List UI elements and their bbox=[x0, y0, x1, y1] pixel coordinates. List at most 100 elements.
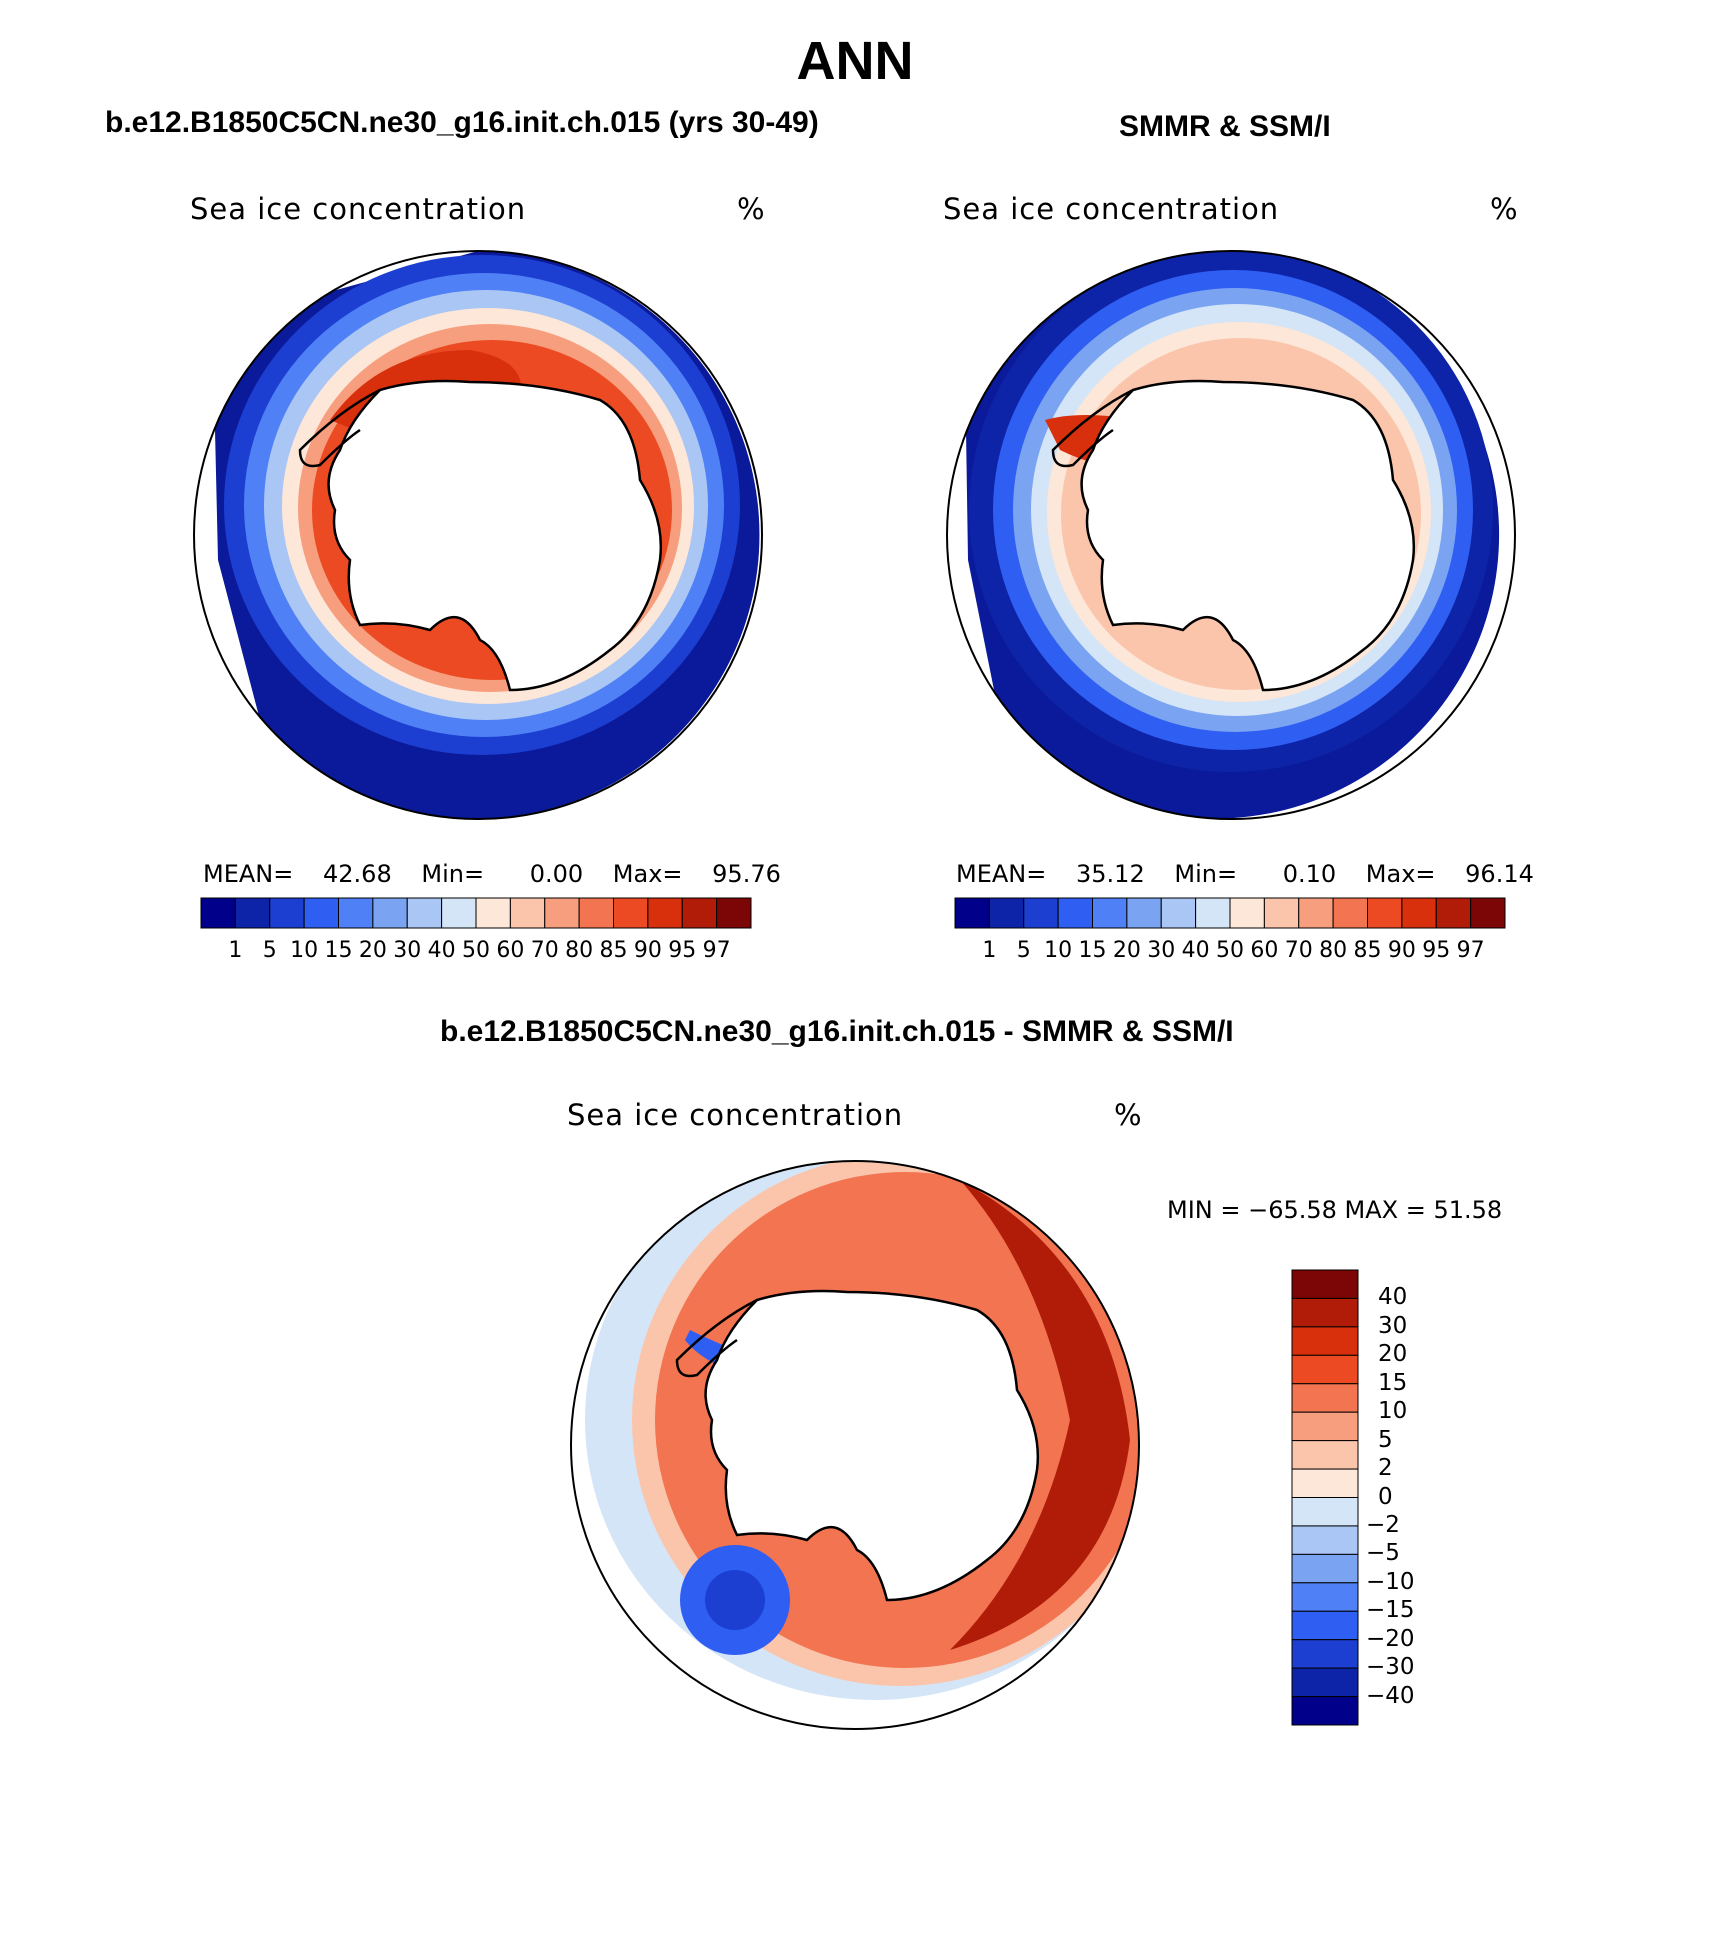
obs-colorbar-swatch bbox=[1367, 897, 1403, 929]
diff-colorbar-tick-label: −15 bbox=[1366, 1597, 1415, 1624]
model-colorbar-tick-label: 15 bbox=[324, 938, 353, 963]
obs-panel-title: SMMR & SSM/I bbox=[1119, 110, 1331, 143]
model-colorbar-swatch bbox=[681, 897, 718, 929]
model-colorbar-tick-label: 5 bbox=[262, 938, 277, 963]
diff-antarctic-peninsula bbox=[675, 1298, 758, 1378]
diff-colorbar-ticks: 40 30 20 15 10 5 2 0 −2 −5 −10 −15 −20 −30 −40 bbox=[1366, 1270, 1446, 1725]
diff-colorbar-swatch bbox=[1291, 1354, 1359, 1385]
obs-colorbar-tick-label: 10 bbox=[1044, 938, 1073, 963]
model-colorbar-swatch bbox=[372, 897, 408, 929]
diff-units-label: % bbox=[1114, 1098, 1143, 1132]
diff-antarctica-landmass bbox=[704, 1289, 1040, 1602]
model-colorbar-swatch bbox=[200, 897, 236, 929]
diff-colorbar-swatch bbox=[1291, 1468, 1359, 1498]
obs-colorbar-tick-label: 85 bbox=[1353, 938, 1382, 963]
obs-colorbar-swatch bbox=[1092, 897, 1128, 929]
obs-max-label: Max= bbox=[1365, 860, 1436, 888]
model-colorbar-tick-label: 97 bbox=[702, 938, 731, 963]
obs-colorbar-tick-label: 95 bbox=[1422, 938, 1451, 963]
diff-colorbar-tick-label: 0 bbox=[1378, 1483, 1393, 1510]
model-colorbar-swatch bbox=[269, 897, 305, 929]
model-stats: MEAN= 42.68 Min= 0.00 Max= 95.76 bbox=[203, 860, 781, 888]
obs-colorbar bbox=[954, 897, 1506, 929]
diff-max-east bbox=[950, 1180, 1130, 1650]
model-colorbar-swatch bbox=[406, 897, 443, 929]
diff-colorbar-swatch bbox=[1291, 1553, 1359, 1584]
model-variable-label: Sea ice concentration bbox=[190, 192, 527, 226]
model-colorbar-tick-label: 20 bbox=[358, 938, 387, 963]
obs-colorbar-tick-label: 15 bbox=[1078, 938, 1107, 963]
obs-colorbar-tick-label: 30 bbox=[1147, 938, 1176, 963]
diff-colorbar-tick-label: 10 bbox=[1378, 1398, 1408, 1425]
diff-map-boundary bbox=[570, 1160, 1140, 1730]
obs-colorbar-ticks: 1 5 10 15 20 30 40 50 60 70 80 85 90 95 97 bbox=[955, 938, 1505, 966]
diff-colorbar-swatch bbox=[1291, 1497, 1359, 1527]
diff-colorbar-swatch bbox=[1291, 1411, 1359, 1442]
model-colorbar-swatch bbox=[441, 897, 477, 929]
model-colorbar-swatch bbox=[544, 897, 580, 929]
obs-colorbar-swatch bbox=[1023, 897, 1059, 929]
diff-colorbar-tick-label: −40 bbox=[1366, 1682, 1415, 1709]
diff-colorbar-swatch bbox=[1291, 1269, 1359, 1299]
model-colorbar-tick-label: 90 bbox=[633, 938, 662, 963]
diff-colorbar-swatch bbox=[1291, 1610, 1359, 1641]
obs-mean-value: 35.12 bbox=[1076, 860, 1145, 888]
diff-colorbar-swatch bbox=[1291, 1667, 1359, 1698]
obs-mean-label: MEAN= bbox=[956, 860, 1047, 888]
diff-colorbar-swatch bbox=[1291, 1326, 1359, 1356]
obs-colorbar-tick-label: 1 bbox=[982, 938, 997, 963]
obs-colorbar-swatch bbox=[1195, 897, 1231, 929]
model-colorbar-tick-label: 70 bbox=[530, 938, 559, 963]
obs-colorbar-tick-label: 50 bbox=[1216, 938, 1244, 963]
obs-map-boundary bbox=[946, 250, 1516, 820]
model-max-value: 95.76 bbox=[712, 860, 781, 888]
diff-colorbar-tick-label: 30 bbox=[1378, 1312, 1408, 1339]
diff-variable-label: Sea ice concentration bbox=[567, 1098, 904, 1132]
model-colorbar-swatch bbox=[578, 897, 614, 929]
model-colorbar-tick-label: 80 bbox=[565, 938, 594, 963]
obs-max-value: 96.14 bbox=[1465, 860, 1534, 888]
diff-colorbar-swatch bbox=[1291, 1297, 1359, 1328]
diff-minmax: MIN = −65.58 MAX = 51.58 bbox=[1167, 1196, 1503, 1224]
diff-colorbar-tick-label: −10 bbox=[1366, 1568, 1415, 1595]
obs-colorbar-tick-label: 70 bbox=[1284, 938, 1313, 963]
model-colorbar-tick-label: 10 bbox=[290, 938, 319, 963]
model-colorbar-tick-label: 60 bbox=[496, 938, 525, 963]
diff-colorbar bbox=[1291, 1269, 1359, 1726]
diff-colorbar-tick-label: 2 bbox=[1378, 1455, 1393, 1482]
obs-colorbar-swatch bbox=[1263, 897, 1300, 929]
model-colorbar-swatch bbox=[234, 897, 271, 929]
model-colorbar-tick-label: 95 bbox=[668, 938, 697, 963]
obs-colorbar-swatch bbox=[1298, 897, 1334, 929]
obs-colorbar-tick-label: 20 bbox=[1112, 938, 1141, 963]
diff-colorbar-swatch bbox=[1291, 1582, 1359, 1612]
obs-colorbar-swatch bbox=[1160, 897, 1197, 929]
obs-colorbar-tick-label: 60 bbox=[1250, 938, 1279, 963]
page-title: ANN bbox=[796, 31, 914, 91]
model-mean-value: 42.68 bbox=[323, 860, 392, 888]
diff-panel-title: b.e12.B1850C5CN.ne30_g16.init.ch.015 - S… bbox=[440, 1015, 1234, 1048]
antarctic-peninsula bbox=[298, 388, 381, 468]
diff-colorbar-tick-label: 15 bbox=[1378, 1369, 1408, 1396]
model-colorbar-tick-label: 40 bbox=[427, 938, 456, 963]
obs-colorbar-swatch bbox=[1435, 897, 1472, 929]
model-colorbar-swatch bbox=[303, 897, 339, 929]
obs-colorbar-swatch bbox=[1401, 897, 1437, 929]
obs-colorbar-tick-label: 5 bbox=[1016, 938, 1031, 963]
obs-colorbar-swatch bbox=[954, 897, 990, 929]
obs-colorbar-swatch bbox=[1126, 897, 1162, 929]
diff-min-core bbox=[705, 1570, 765, 1630]
obs-antarctic-peninsula bbox=[1051, 388, 1134, 468]
model-min-value: 0.00 bbox=[529, 860, 584, 888]
model-colorbar-swatch bbox=[613, 897, 649, 929]
obs-min-label: Min= bbox=[1174, 860, 1238, 888]
model-map-boundary bbox=[193, 250, 763, 820]
model-colorbar-swatch bbox=[338, 897, 374, 929]
diff-colorbar-swatch bbox=[1291, 1383, 1359, 1413]
model-colorbar-tick-label: 50 bbox=[462, 938, 490, 963]
antarctica-landmass bbox=[327, 379, 663, 692]
obs-antarctica-landmass bbox=[1080, 379, 1416, 692]
